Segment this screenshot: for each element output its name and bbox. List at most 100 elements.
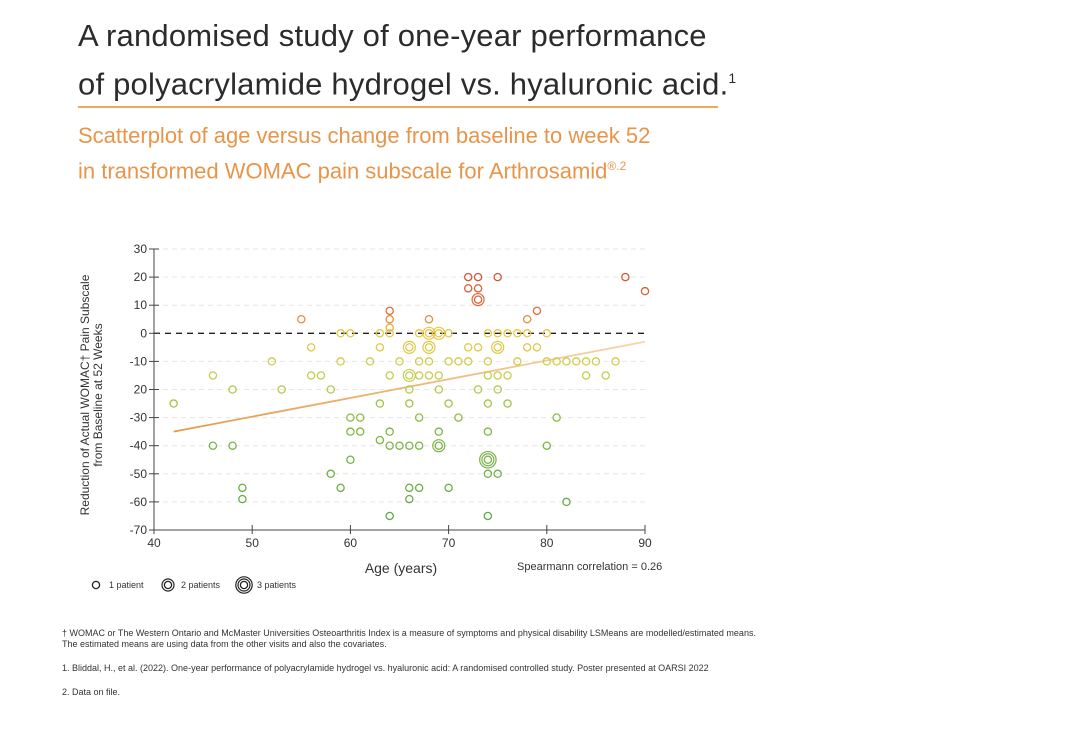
scatter-point [432,439,446,453]
point-ring [522,329,532,338]
point-ring [434,371,444,380]
scatter-point [532,343,542,352]
scatter-point [483,469,493,479]
scatter-point [493,272,502,282]
y-tick-label: -60 [130,495,148,509]
scatter-point [414,483,424,493]
point-ring [473,343,483,352]
point-ring [532,306,542,316]
scatter-point [483,399,493,408]
point-ring [640,286,650,296]
point-ring [434,441,444,450]
scatter-point [169,399,178,408]
point-ring [601,371,610,380]
scatter-point [542,441,552,450]
scatter-point [228,441,237,450]
scatter-point [385,323,394,332]
page-title: A randomised study of one-year performan… [78,14,736,105]
point-ring [611,357,620,366]
scatter-point [414,413,424,422]
x-tick-label: 50 [246,536,260,550]
scatter-point [395,357,404,366]
scatter-point [493,469,502,479]
point-ring [355,413,365,422]
scatter-point [601,371,610,380]
point-ring [306,371,316,380]
scatter-point [473,284,483,293]
point-ring [444,483,453,493]
scatter-point [424,357,434,366]
y-tick-label: 10 [134,298,148,312]
title-line-2-text: of polyacrylamide hydrogel vs. hyaluroni… [78,66,729,102]
scatter-point [228,385,237,394]
footnote-reference-2: 2. Data on file. [62,687,121,697]
scatter-point [493,385,502,394]
point-ring [385,329,394,338]
scatter-point [552,357,561,366]
point-ring [385,314,394,324]
point-ring [473,272,483,282]
scatter-point [493,371,502,380]
scatter-point [621,272,630,282]
title-line-1: A randomised study of one-year performan… [78,18,707,53]
scatter-point [346,455,355,464]
point-ring [503,329,512,338]
scatter-point [326,469,336,479]
subtitle-line-2: in transformed WOMAC pain subscale for A… [78,151,650,186]
point-ring [336,329,345,338]
scatter-point [473,272,483,282]
scatter-point [581,371,591,380]
scatter-point [336,357,345,366]
scatter-point [326,385,336,394]
point-ring [542,357,552,366]
point-ring [581,371,591,380]
point-ring [326,385,336,394]
point-ring [572,357,581,366]
scatter-point [532,306,542,316]
scatter-point [385,427,394,436]
point-ring [385,427,394,436]
point-ring [365,357,375,366]
scatter-point [238,483,247,493]
point-ring [493,385,502,394]
point-ring [483,399,493,408]
scatter-point [463,272,473,282]
scatter-point [640,286,650,296]
scatter-point [483,357,493,366]
scatter-point [581,357,591,366]
y-tick-label: -30 [130,411,148,425]
point-ring [542,329,552,338]
point-ring [163,580,173,590]
point-ring [395,357,404,366]
point-ring [405,399,414,408]
point-ring [493,329,502,338]
scatter-point [405,441,414,450]
y-tick-label: -10 [130,354,148,368]
title-superscript: 1 [728,70,737,86]
point-ring [208,441,218,450]
point-ring-2 [237,578,251,592]
y-axis-label-line-1: Reduction of Actual WOMAC† Pain Subscale [78,274,92,515]
y-tick-label: -50 [130,467,148,481]
point-ring [473,295,483,304]
point-ring [385,511,394,521]
scatter-point [552,413,561,422]
scatter-point [572,357,581,366]
scatter-point [493,329,502,338]
point-ring [454,413,463,422]
point-ring [483,427,493,436]
scatter-point [405,385,414,394]
point-ring [621,272,630,282]
point-ring [336,483,345,493]
scatter-point [522,343,532,352]
scatter-point [405,399,414,408]
chart-subtitle: Scatterplot of age versus change from ba… [78,120,650,186]
point-ring [424,371,434,380]
point-ring [385,306,394,316]
point-ring [228,385,237,394]
point-ring [405,494,414,504]
point-ring [463,343,473,352]
point-ring [483,469,493,479]
point-ring-3 [235,576,253,594]
